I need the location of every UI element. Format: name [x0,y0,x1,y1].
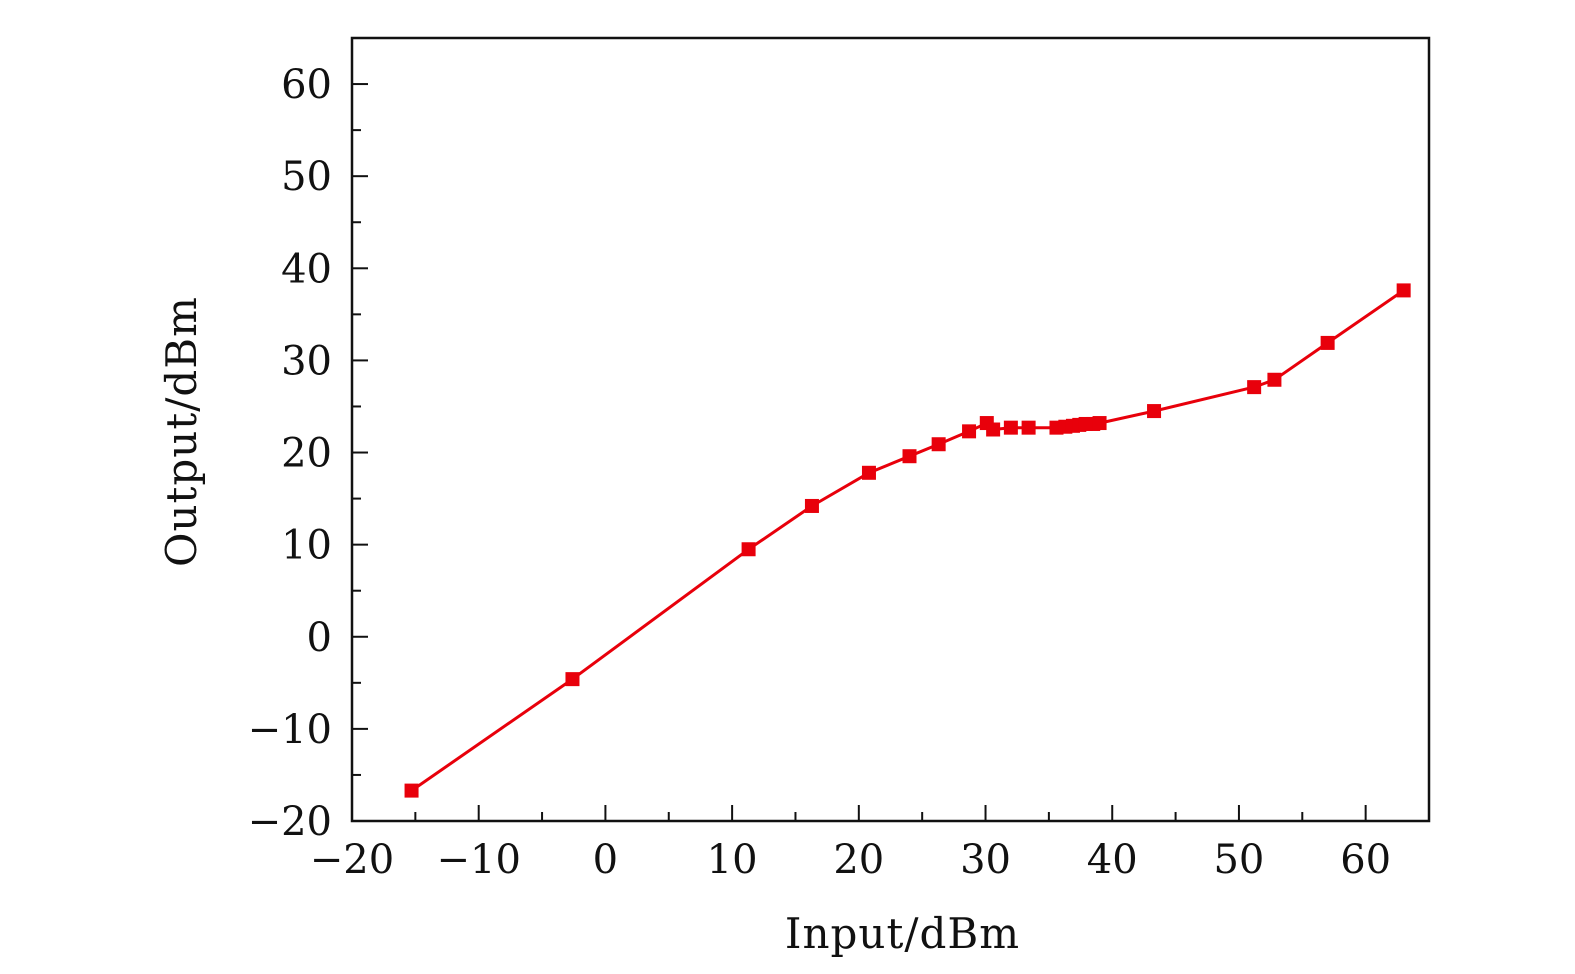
x-tick-label: 20 [833,837,884,883]
data-point-marker [1021,420,1036,435]
data-point-marker [804,498,819,513]
y-tick-label: 20 [281,431,332,477]
x-tick-label: 50 [1213,837,1264,883]
x-axis-title: Input/dBm [785,909,1020,958]
data-point-marker [565,672,580,687]
data-point-marker [962,424,977,439]
data-point-marker [1147,404,1162,419]
tick-labels: −20 −10 0 10 20 30 40 50 60 −20 −10 0 10 20 30 40 50 60 [248,62,1392,883]
x-tick-label: 0 [593,837,618,883]
y-tick-label: −10 [248,707,332,753]
data-point-marker [1320,335,1335,350]
series-line [410,289,1405,792]
x-tick-label: 10 [707,837,758,883]
data-point-marker [1396,283,1411,298]
data-point-marker [1092,416,1107,431]
y-tick-label: 60 [281,62,332,108]
y-tick-label: −20 [248,799,332,845]
y-tick-label: 40 [281,246,332,292]
axis-ticks [351,37,1430,822]
plot-frame [350,36,1431,823]
data-point-marker [986,422,1001,437]
data-point-marker [404,783,419,798]
x-tick-label: 60 [1340,837,1391,883]
y-tick-label: 30 [281,338,332,384]
x-tick-label: −20 [310,837,394,883]
data-point-marker [1267,372,1282,387]
data-point-marker [861,465,876,480]
plot-series [404,283,1411,798]
x-tick-label: −10 [436,837,520,883]
data-point-marker [741,542,756,557]
data-point-marker [902,449,917,464]
data-point-marker [931,437,946,452]
data-point-marker [1003,420,1018,435]
y-tick-label: 0 [307,615,332,661]
data-point-marker [1247,380,1262,395]
x-tick-label: 40 [1087,837,1138,883]
x-tick-label: 30 [960,837,1011,883]
y-tick-label: 10 [281,523,332,569]
y-axis-title: Output/dBm [157,296,206,567]
y-tick-label: 50 [281,154,332,200]
